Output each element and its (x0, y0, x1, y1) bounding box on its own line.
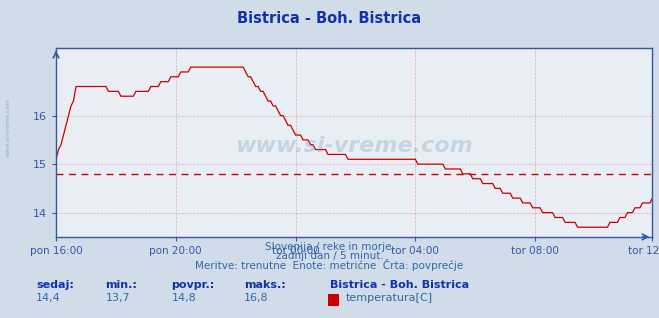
Text: Meritve: trenutne  Enote: metrične  Črta: povprečje: Meritve: trenutne Enote: metrične Črta: … (195, 259, 464, 271)
Text: sedaj:: sedaj: (36, 280, 74, 290)
Text: 13,7: 13,7 (105, 294, 130, 303)
Text: zadnji dan / 5 minut.: zadnji dan / 5 minut. (275, 251, 384, 261)
Text: Bistrica - Boh. Bistrica: Bistrica - Boh. Bistrica (237, 11, 422, 26)
Text: povpr.:: povpr.: (171, 280, 215, 290)
Text: 14,4: 14,4 (36, 294, 61, 303)
Text: 14,8: 14,8 (171, 294, 196, 303)
Text: www.si-vreme.com: www.si-vreme.com (235, 136, 473, 156)
Text: Bistrica - Boh. Bistrica: Bistrica - Boh. Bistrica (330, 280, 469, 290)
Text: min.:: min.: (105, 280, 137, 290)
Text: temperatura[C]: temperatura[C] (346, 294, 433, 303)
Text: maks.:: maks.: (244, 280, 285, 290)
Text: 16,8: 16,8 (244, 294, 268, 303)
Text: Slovenija / reke in morje.: Slovenija / reke in morje. (264, 242, 395, 252)
Text: www.si-vreme.com: www.si-vreme.com (5, 97, 11, 157)
